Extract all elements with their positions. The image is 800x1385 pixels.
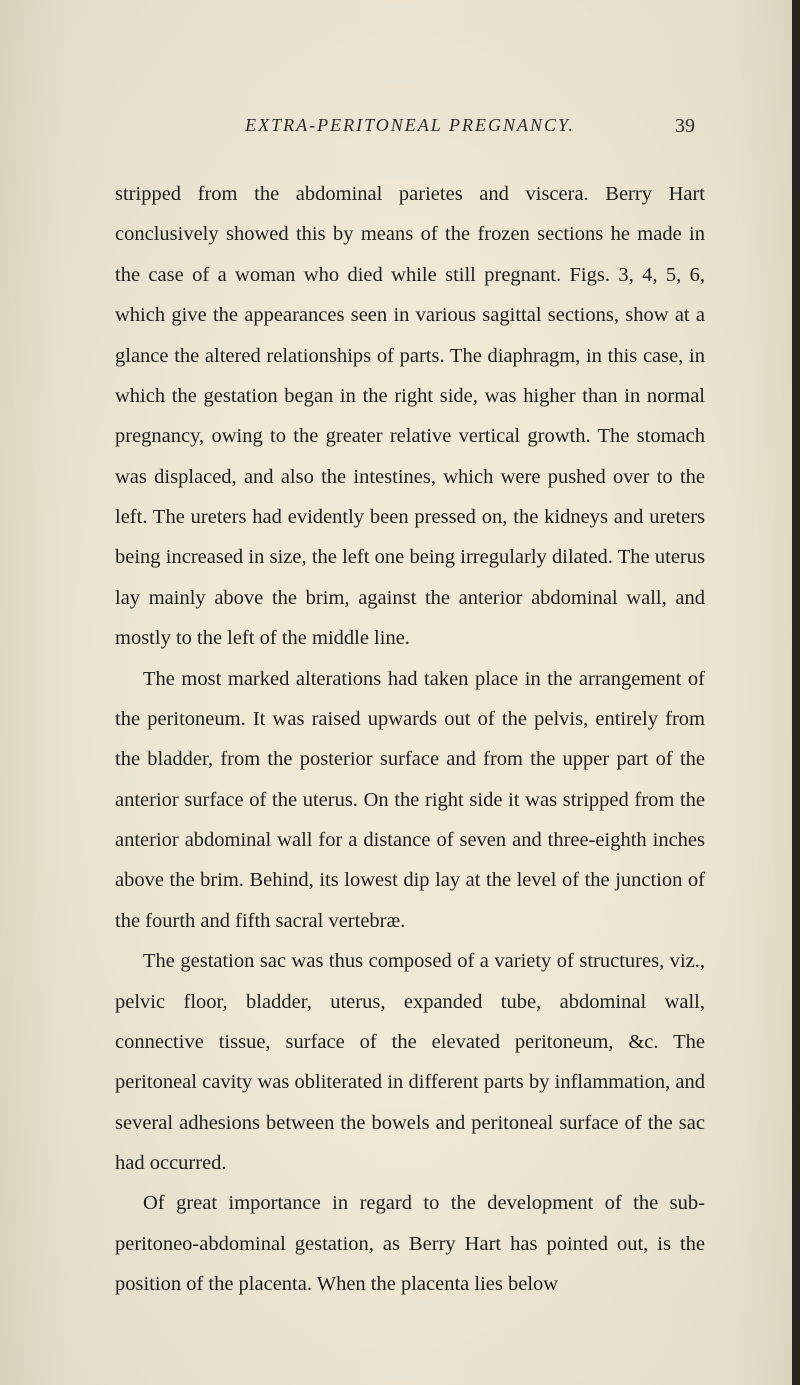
running-title: EXTRA-PERITONEAL PREGNANCY. bbox=[245, 115, 575, 136]
document-page: EXTRA-PERITONEAL PREGNANCY. 39 stripped … bbox=[0, 0, 800, 1385]
page-header: EXTRA-PERITONEAL PREGNANCY. 39 bbox=[115, 115, 705, 136]
paragraph: The gestation sac was thus composed of a… bbox=[115, 941, 705, 1183]
paragraph: The most marked alterations had taken pl… bbox=[115, 659, 705, 942]
body-text: stripped from the abdominal parietes and… bbox=[115, 174, 705, 1305]
page-number: 39 bbox=[675, 115, 695, 138]
paragraph: stripped from the abdominal parietes and… bbox=[115, 174, 705, 659]
paragraph: Of great importance in regard to the dev… bbox=[115, 1183, 705, 1304]
